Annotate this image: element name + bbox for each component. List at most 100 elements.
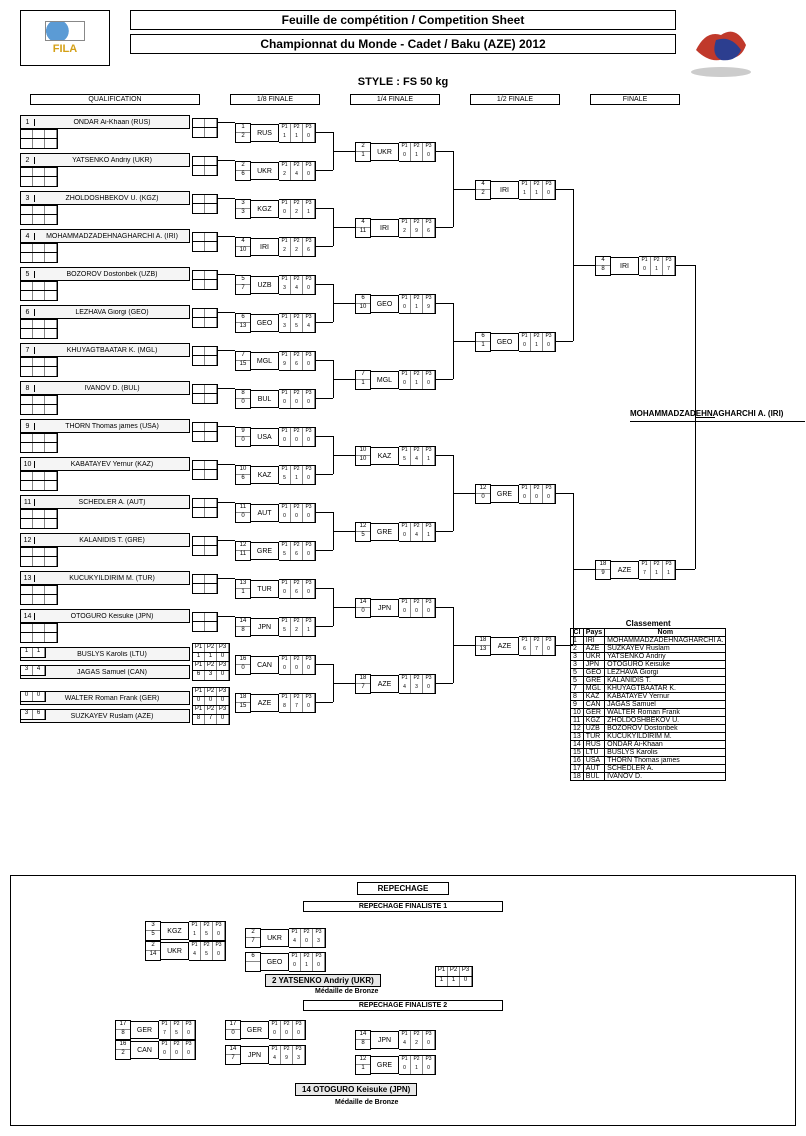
rep-f1-stage: 35KGZP1P2P3150214UKRP1P2P3450 27UKRP1P2P3… xyxy=(15,916,791,996)
match-box: 80BULP1P2P3000 xyxy=(235,389,316,409)
match-box: 71MGLP1P2P3010 xyxy=(355,370,436,390)
match-box: 106KAZP1P2P3510 xyxy=(235,465,316,485)
match-box: 214UKRP1P2P3450 xyxy=(145,941,226,961)
bronze-winner-1: 2 YATSENKO Andriy (UKR) xyxy=(265,974,381,987)
score-box xyxy=(192,545,218,556)
score-box xyxy=(20,556,58,567)
rep-f2-title: REPECHAGE FINALISTE 2 xyxy=(303,1000,503,1011)
bronze-winner-2: 14 OTOGURO Keisuke (JPN) xyxy=(295,1083,417,1096)
round-r16: 1/8 FINALE xyxy=(230,94,320,105)
score-box xyxy=(192,317,218,328)
repechage-box: REPECHAGE REPECHAGE FINALISTE 1 35KGZP1P… xyxy=(10,875,796,1126)
score-box xyxy=(20,442,58,453)
qualifier-entry: 10KABATAYEV Yernur (KAZ) xyxy=(20,457,190,471)
score-box xyxy=(20,480,58,491)
qualifier-entry: 12KALANIDIS T. (GRE) xyxy=(20,533,190,547)
match-box: 411IRIP1P2P3296 xyxy=(355,218,436,238)
match-box: 125GREP1P2P3041 xyxy=(355,522,436,542)
round-qual: QUALIFICATION xyxy=(30,94,200,105)
score-box xyxy=(192,355,218,366)
match-box: 35KGZP1P2P3150 xyxy=(145,921,226,941)
score-box xyxy=(20,366,58,377)
qualifier-entry: 5BOZOROV Dostonbek (UZB) xyxy=(20,267,190,281)
score-box: 870 xyxy=(192,714,230,725)
qualifier-entry: 7KHUYAGTBAATAR K. (MGL) xyxy=(20,343,190,357)
match-box: 1813AZEP1P2P3670 xyxy=(475,636,556,656)
round-f: FINALE xyxy=(590,94,680,105)
score-box: 630 xyxy=(192,670,230,681)
score-box: 00 xyxy=(20,691,46,702)
match-box: 57UZBP1P2P3340 xyxy=(235,275,316,295)
match-box: 178GERP1P2P3750 xyxy=(115,1020,196,1040)
score-box xyxy=(192,621,218,632)
qualifier-entry: 14OTOGURO Keisuke (JPN) xyxy=(20,609,190,623)
match-box: 27UKRP1P2P3403 xyxy=(245,928,326,948)
match-box: 42IRIP1P2P3110 xyxy=(475,180,556,200)
logo-text: FILA xyxy=(53,43,77,55)
match-box: 131TURP1P2P3060 xyxy=(235,579,316,599)
score-box xyxy=(192,583,218,594)
score-box xyxy=(20,518,58,529)
score-box xyxy=(20,404,58,415)
match-box: 170GERP1P2P3000 xyxy=(225,1020,306,1040)
qualifier-entry: 2YATSENKO Andriy (UKR) xyxy=(20,153,190,167)
score-box xyxy=(20,138,58,149)
score-box xyxy=(20,594,58,605)
match-box: 1010KAZP1P2P3541 xyxy=(355,446,436,466)
match-box: 148JPNP1P2P3420 xyxy=(355,1030,436,1050)
repechage-title: REPECHAGE xyxy=(357,882,450,895)
match-box: 610GEOP1P2P3019 xyxy=(355,294,436,314)
round-qf: 1/4 FINALE xyxy=(350,94,440,105)
bronze-label-1: Médaille de Bronze xyxy=(315,988,378,995)
qualifier-entry: 1ONDAR Ai-Khaan (RUS) xyxy=(20,115,190,129)
fila-logo: FILA xyxy=(20,10,110,66)
score-box xyxy=(20,290,58,301)
match-box: 1211GREP1P2P3560 xyxy=(235,541,316,561)
qualifier-entry: 3ZHOLDOSHBEKOV U. (KGZ) xyxy=(20,191,190,205)
qualifier-entry: 13KUCUKYILDIRIM M. (TUR) xyxy=(20,571,190,585)
round-sf: 1/2 FINALE xyxy=(470,94,560,105)
match-box: 33KGZP1P2P3021 xyxy=(235,199,316,219)
round-headers: QUALIFICATION 1/8 FINALE 1/4 FINALE 1/2 … xyxy=(20,94,796,105)
match-box: 189AZEP1P2P3711 xyxy=(595,560,676,580)
score-box xyxy=(20,252,58,263)
match-box: 715MGLP1P2P3960 xyxy=(235,351,316,371)
score-box xyxy=(192,431,218,442)
score-box xyxy=(192,165,218,176)
score-box xyxy=(20,176,58,187)
score-box xyxy=(192,279,218,290)
match-box: 1815AZEP1P2P3870 xyxy=(235,693,316,713)
match-box: 26UKRP1P2P3240 xyxy=(235,161,316,181)
match-box: 613GEOP1P2P3354 xyxy=(235,313,316,333)
score-box: 36 xyxy=(20,709,46,720)
match-box: 21UKRP1P2P3010 xyxy=(355,142,436,162)
title-main: Feuille de compétition / Competition She… xyxy=(130,10,676,30)
score-box xyxy=(20,214,58,225)
match-box: 162CANP1P2P3000 xyxy=(115,1040,196,1060)
title-event: Championnat du Monde - Cadet / Baku (AZE… xyxy=(130,34,676,54)
match-box: 12RUSP1P2P3110 xyxy=(235,123,316,143)
rep-f1-title: REPECHAGE FINALISTE 1 xyxy=(303,901,503,912)
qualifier-entry: 6LEZHAVA Giorgi (GEO) xyxy=(20,305,190,319)
score-box xyxy=(192,469,218,480)
classement-table: ClassementClPaysNom1IRIMOHAMMADZADEHNAGH… xyxy=(570,619,726,781)
score-box: 34 xyxy=(20,665,46,676)
score-box xyxy=(192,507,218,518)
match-box: 148JPNP1P2P3521 xyxy=(235,617,316,637)
score-box: 11 xyxy=(20,647,46,658)
score-box xyxy=(192,127,218,138)
match-box: 6GEOP1P2P3010 xyxy=(245,952,326,972)
match-box: 90USAP1P2P3000 xyxy=(235,427,316,447)
bronze-label-2: Médaille de Bronze xyxy=(335,1099,398,1106)
match-box: 61GEOP1P2P3010 xyxy=(475,332,556,352)
match-box: 410IRIP1P2P3226 xyxy=(235,237,316,257)
score-box xyxy=(192,393,218,404)
match-box: 147JPNP1P2P3493 xyxy=(225,1045,306,1065)
match-box: 48IRIP1P2P3017 xyxy=(595,256,676,276)
qualifier-entry: 9THORN Thomas james (USA) xyxy=(20,419,190,433)
score-box xyxy=(192,203,218,214)
score-box xyxy=(192,241,218,252)
qualifier-entry: 4MOHAMMADZADEHNAGHARCHI A. (IRI) xyxy=(20,229,190,243)
match-box: 120GREP1P2P3000 xyxy=(475,484,556,504)
match-box: 187AZEP1P2P3430 xyxy=(355,674,436,694)
